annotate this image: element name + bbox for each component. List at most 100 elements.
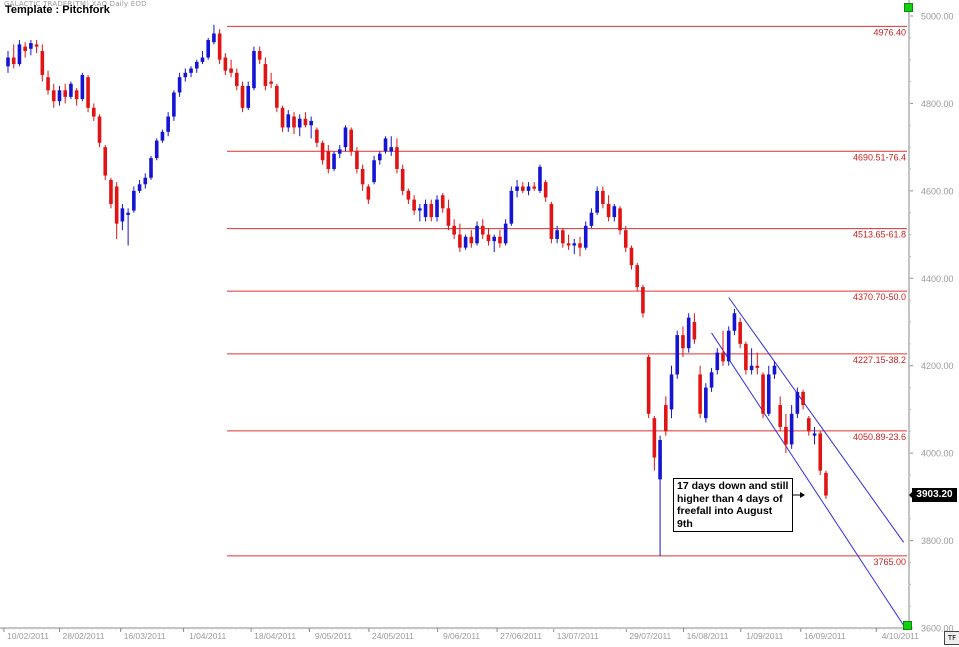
candle-body (360, 169, 365, 185)
candle-body (269, 81, 273, 84)
candle-body (721, 352, 725, 362)
y-tick-label: 3600.00 (921, 624, 954, 634)
candle-body (235, 72, 239, 86)
candle-body (618, 208, 622, 231)
candle-body (200, 57, 205, 62)
candle-body (326, 151, 331, 169)
candle-body (17, 44, 22, 65)
retracement-label: 3765.00 (873, 557, 906, 567)
candle-body (343, 127, 348, 148)
candle-body (383, 138, 388, 152)
candle-body (824, 472, 828, 496)
x-tick-label: 10/02/2011 (7, 631, 49, 641)
candle-body (784, 426, 788, 445)
candle-body (406, 190, 411, 200)
candle-body (652, 418, 657, 458)
candle-body (521, 186, 525, 191)
corner-square-icon[interactable] (904, 3, 913, 12)
candle-body (749, 365, 754, 371)
candle-body (418, 208, 422, 211)
candle-body (132, 190, 136, 211)
corner-square-icon[interactable] (903, 621, 912, 630)
candle-body (80, 75, 85, 100)
x-tick-label: 24/05/2011 (372, 631, 414, 641)
candle-body (280, 107, 285, 128)
candle-body (812, 433, 817, 436)
candle-body (715, 352, 720, 371)
x-tick-label: 29/07/2011 (629, 631, 671, 641)
candle-body (646, 356, 651, 414)
candle-body (189, 68, 193, 73)
candle-body (263, 64, 268, 86)
candle-body (366, 186, 371, 200)
retracement-label: 4050.89-23.6 (853, 432, 906, 442)
candle-body (566, 243, 571, 246)
candle-body (69, 83, 73, 97)
candle-body (807, 418, 811, 432)
candle-body (337, 149, 342, 154)
candle-body (154, 140, 159, 159)
candle-body (252, 50, 256, 89)
candle-body (778, 405, 782, 427)
y-tick-label: 3800.00 (921, 536, 954, 546)
retracement-label: 4227.15-38.2 (853, 355, 906, 365)
candle-body (372, 160, 376, 183)
candle-body (498, 236, 502, 244)
candle-body (589, 212, 594, 226)
candle-body (458, 234, 462, 248)
candle-body (109, 179, 113, 204)
candle-body (120, 208, 125, 222)
x-tick-label: 4/10/2011 (882, 631, 919, 641)
candle-body (315, 129, 319, 143)
candle-body (292, 116, 296, 128)
candle-body (492, 236, 496, 242)
candle-body (766, 374, 771, 414)
candle-body (114, 186, 119, 224)
candle-body (561, 230, 565, 244)
candle-body (612, 206, 617, 218)
candle-body (149, 158, 153, 178)
candle-body (572, 243, 577, 246)
x-tick-label: 18/04/2011 (254, 631, 296, 641)
candle-body (532, 186, 537, 189)
x-tick-label: 27/06/2011 (500, 631, 542, 641)
candle-body (698, 374, 702, 414)
x-tick-label: 16/08/2011 (687, 631, 729, 641)
candle-body (126, 212, 130, 215)
candle-body (412, 199, 416, 211)
x-tick-label: 13/07/2011 (557, 631, 599, 641)
candle-body (601, 190, 605, 204)
candle-body (446, 208, 451, 226)
candle-body (395, 147, 399, 169)
candle-body (57, 90, 62, 102)
retracement-label: 4370.70-50.0 (853, 292, 906, 302)
timeframe-button[interactable]: TF (944, 631, 959, 645)
candle-body (160, 131, 165, 141)
candle-body (543, 182, 548, 198)
candle-body (818, 433, 823, 471)
candle-body (675, 335, 680, 375)
pitchfork-line (711, 332, 905, 626)
candle-body (217, 33, 222, 60)
candle-body (681, 335, 685, 349)
y-tick-label: 4200.00 (921, 361, 954, 371)
candle-body (555, 230, 559, 239)
annotation-box: 17 days down and still higher than 4 day… (673, 478, 793, 532)
candle-body (183, 72, 188, 78)
candle-body (349, 129, 353, 152)
candle-body (51, 90, 56, 102)
candle-body (86, 77, 90, 108)
x-tick-label: 1/09/2011 (746, 631, 783, 641)
candle-body (97, 116, 102, 143)
retracement-label: 4513.65-61.8 (853, 230, 906, 240)
last-price-badge: 3903.20 (912, 488, 957, 502)
annotation-arrowhead (800, 492, 805, 498)
retracement-label: 4690.51-76.4 (853, 152, 906, 162)
candle-body (704, 387, 708, 419)
candle-body (172, 92, 176, 117)
candle-body (103, 147, 108, 176)
candle-body (772, 365, 777, 375)
candle-body (738, 322, 742, 344)
retracement-label: 4976.40 (873, 27, 906, 37)
candle-body (212, 33, 216, 43)
